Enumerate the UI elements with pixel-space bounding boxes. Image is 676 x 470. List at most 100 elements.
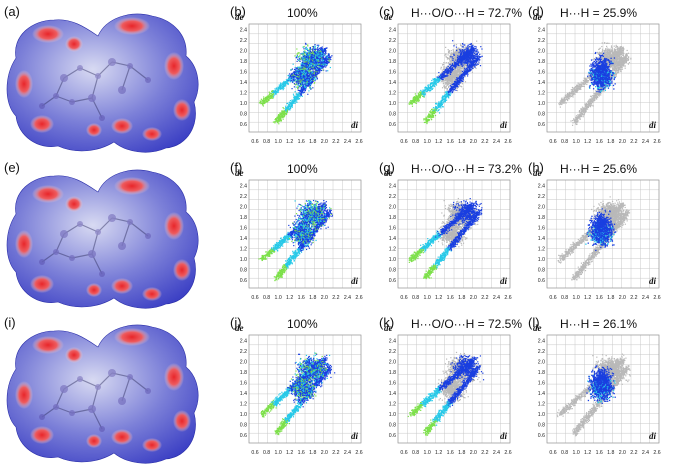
x-tick-label: 2.0 — [619, 295, 626, 301]
x-tick-label: 2.0 — [470, 450, 477, 456]
close-contact-spot — [111, 118, 133, 134]
x-tick-label: 2.2 — [332, 295, 339, 301]
y-tick-label: 0.8 — [240, 423, 247, 429]
y-tick-label: 1.4 — [538, 391, 545, 397]
x-tick-label: 1.6 — [298, 450, 305, 456]
close-contact-spot — [114, 17, 150, 35]
hirshfeld-surface — [6, 169, 199, 309]
y-tick-label: 2.0 — [389, 204, 396, 210]
x-axis-label: di — [649, 120, 657, 130]
x-tick-label: 1.0 — [424, 450, 431, 456]
fingerprint-points — [556, 353, 631, 437]
y-tick-label: 2.2 — [538, 38, 545, 44]
close-contact-spot — [15, 70, 33, 98]
y-tick-label: 1.6 — [240, 69, 247, 75]
y-tick-label: 1.0 — [389, 257, 396, 263]
y-tick-label: 1.6 — [538, 69, 545, 75]
x-tick-label: 0.6 — [549, 450, 556, 456]
x-tick-label: 2.0 — [321, 450, 328, 456]
plot-frame — [248, 179, 362, 289]
x-axis-label: di — [351, 120, 359, 130]
x-tick-label: 1.2 — [435, 295, 442, 301]
fingerprint-points — [407, 351, 485, 436]
y-tick-label: 1.0 — [389, 412, 396, 418]
y-axis-label: de — [533, 323, 542, 333]
y-tick-label: 2.2 — [389, 38, 396, 44]
x-tick-label: 1.8 — [458, 139, 465, 145]
fingerprint-points — [557, 196, 631, 281]
plot-frame — [397, 23, 511, 133]
y-axis-label: de — [384, 168, 393, 178]
close-contact-spot — [86, 434, 102, 448]
y-tick-label: 0.8 — [538, 423, 545, 429]
y-axis-label: de — [384, 12, 393, 22]
y-tick-label: 1.2 — [240, 246, 247, 252]
plot-frame — [546, 23, 660, 133]
y-tick-label: 2.4 — [389, 27, 396, 33]
y-tick-label: 1.6 — [538, 225, 545, 231]
x-tick-label: 1.2 — [286, 139, 293, 145]
surface-panel-label: (i) — [4, 315, 16, 330]
y-tick-label: 2.4 — [538, 183, 545, 189]
y-tick-label: 0.6 — [389, 433, 396, 439]
x-tick-label: 2.2 — [481, 450, 488, 456]
x-tick-label: 2.6 — [504, 450, 511, 456]
y-tick-label: 1.0 — [538, 257, 545, 263]
plot-panel-title: 100% — [287, 6, 318, 20]
y-tick-label: 0.8 — [240, 112, 247, 118]
close-contact-spot — [65, 347, 83, 363]
x-tick-label: 1.0 — [275, 295, 282, 301]
y-tick-label: 0.8 — [538, 268, 545, 274]
y-tick-label: 0.6 — [240, 122, 247, 128]
x-axis-label: di — [649, 276, 657, 286]
y-tick-label: 1.6 — [240, 380, 247, 386]
y-axis-label: de — [235, 12, 244, 22]
y-tick-label: 2.4 — [538, 27, 545, 33]
fingerprint-points — [408, 197, 483, 280]
x-tick-label: 0.8 — [412, 450, 419, 456]
y-tick-label: 2.0 — [240, 48, 247, 54]
x-tick-label: 0.6 — [251, 295, 258, 301]
molecule-overlay — [39, 58, 151, 121]
x-tick-label: 1.2 — [435, 139, 442, 145]
y-tick-label: 1.6 — [240, 225, 247, 231]
x-tick-label: 1.0 — [275, 450, 282, 456]
y-tick-label: 1.2 — [538, 90, 545, 96]
close-contact-spot — [86, 123, 102, 137]
y-tick-label: 0.8 — [389, 112, 396, 118]
y-tick-label: 1.0 — [538, 101, 545, 107]
x-tick-label: 0.8 — [263, 295, 270, 301]
close-contact-spot — [142, 127, 162, 141]
x-tick-label: 2.4 — [493, 139, 500, 145]
y-tick-label: 1.2 — [389, 90, 396, 96]
fingerprint-points — [558, 42, 632, 126]
plot-panel-label: (k) — [379, 315, 394, 330]
x-tick-label: 2.6 — [355, 139, 362, 145]
x-tick-label: 2.4 — [493, 450, 500, 456]
x-tick-label: 2.0 — [619, 139, 626, 145]
x-tick-label: 2.2 — [481, 139, 488, 145]
y-tick-label: 0.8 — [538, 112, 545, 118]
fingerprint-plot: 0.6 0.8 1.0 1.2 1.4 1.6 1.8 2.0 2.2 2.4 0.6 0.8 1.0 1… — [533, 323, 661, 456]
y-tick-label: 2.0 — [240, 204, 247, 210]
y-tick-label: 1.4 — [240, 80, 247, 86]
y-tick-label: 2.4 — [389, 338, 396, 344]
plot-panel-label: (j) — [230, 315, 242, 330]
fingerprint-plot: 0.6 0.8 1.0 1.2 1.4 1.6 1.8 2.0 2.2 2.4 0.6 0.8 1.0 1… — [384, 168, 512, 301]
y-tick-label: 0.6 — [389, 278, 396, 284]
x-tick-label: 2.6 — [504, 139, 511, 145]
close-contact-spot — [32, 185, 64, 203]
close-contact-spot — [164, 52, 184, 80]
x-tick-label: 1.8 — [458, 450, 465, 456]
y-axis-label: de — [533, 12, 542, 22]
close-contact-spot — [114, 328, 150, 346]
x-tick-label: 1.0 — [424, 295, 431, 301]
plot-panel-title: H···H = 26.1% — [560, 317, 637, 331]
x-tick-label: 2.4 — [344, 295, 351, 301]
x-tick-label: 2.0 — [321, 139, 328, 145]
y-tick-label: 1.2 — [389, 246, 396, 252]
x-tick-label: 1.0 — [573, 295, 580, 301]
y-tick-label: 1.4 — [240, 391, 247, 397]
y-tick-label: 2.0 — [389, 359, 396, 365]
y-tick-label: 1.8 — [389, 59, 396, 65]
